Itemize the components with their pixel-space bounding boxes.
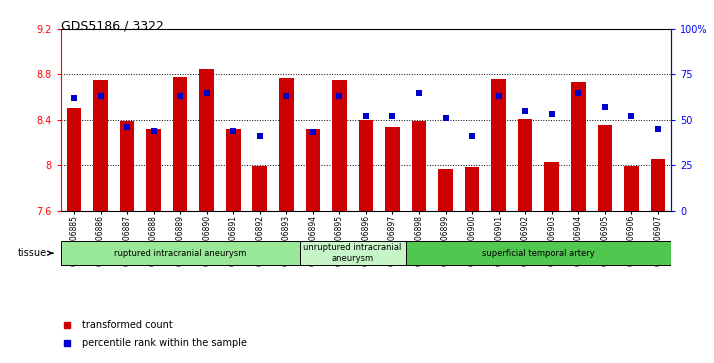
Point (333, 93, 345, 99)
Point (69, 95, 80, 101)
Point (148, 128, 159, 134)
Bar (253, 166, 267, 211)
Text: percentile rank within the sample: percentile rank within the sample (82, 338, 247, 348)
Bar (544, 162, 559, 211)
Point (307, 130, 318, 135)
Point (546, 111, 558, 117)
Point (360, 113, 371, 119)
Bar (650, 159, 665, 211)
Point (121, 124, 133, 130)
Bar (406, 241, 671, 265)
Text: ruptured intracranial aneurysm: ruptured intracranial aneurysm (114, 249, 246, 258)
Point (573, 90, 584, 95)
Point (281, 93, 292, 99)
Bar (438, 168, 453, 211)
Bar (279, 78, 293, 211)
Bar (491, 79, 506, 211)
Point (440, 115, 451, 121)
Point (493, 93, 504, 99)
Point (174, 93, 186, 99)
Bar (332, 80, 347, 211)
Point (625, 113, 637, 119)
Bar (385, 127, 400, 211)
Bar (412, 121, 426, 211)
Point (413, 90, 425, 95)
Bar (571, 82, 585, 211)
Point (201, 90, 212, 95)
Bar (120, 121, 134, 211)
Text: tissue: tissue (19, 248, 53, 258)
Point (466, 133, 478, 139)
Bar (226, 129, 241, 211)
Point (599, 104, 610, 110)
Point (254, 133, 266, 139)
Text: transformed count: transformed count (82, 320, 173, 330)
Bar (598, 126, 612, 211)
Text: unruptured intracranial
aneurysm: unruptured intracranial aneurysm (303, 244, 402, 263)
Bar (94, 80, 108, 211)
Bar (173, 77, 188, 211)
Point (387, 113, 398, 119)
Bar (66, 109, 81, 211)
Bar (465, 167, 479, 211)
Bar (518, 119, 533, 211)
Text: GDS5186 / 3322: GDS5186 / 3322 (61, 20, 164, 33)
Bar (146, 129, 161, 211)
Bar (306, 129, 320, 211)
Point (95, 93, 106, 99)
Point (520, 108, 531, 114)
Bar (199, 69, 214, 211)
Bar (61, 241, 300, 265)
Bar (624, 166, 638, 211)
Point (228, 128, 239, 134)
Text: superficial temporal artery: superficial temporal artery (482, 249, 595, 258)
Point (652, 126, 663, 132)
Bar (358, 120, 373, 211)
Bar (300, 241, 406, 265)
